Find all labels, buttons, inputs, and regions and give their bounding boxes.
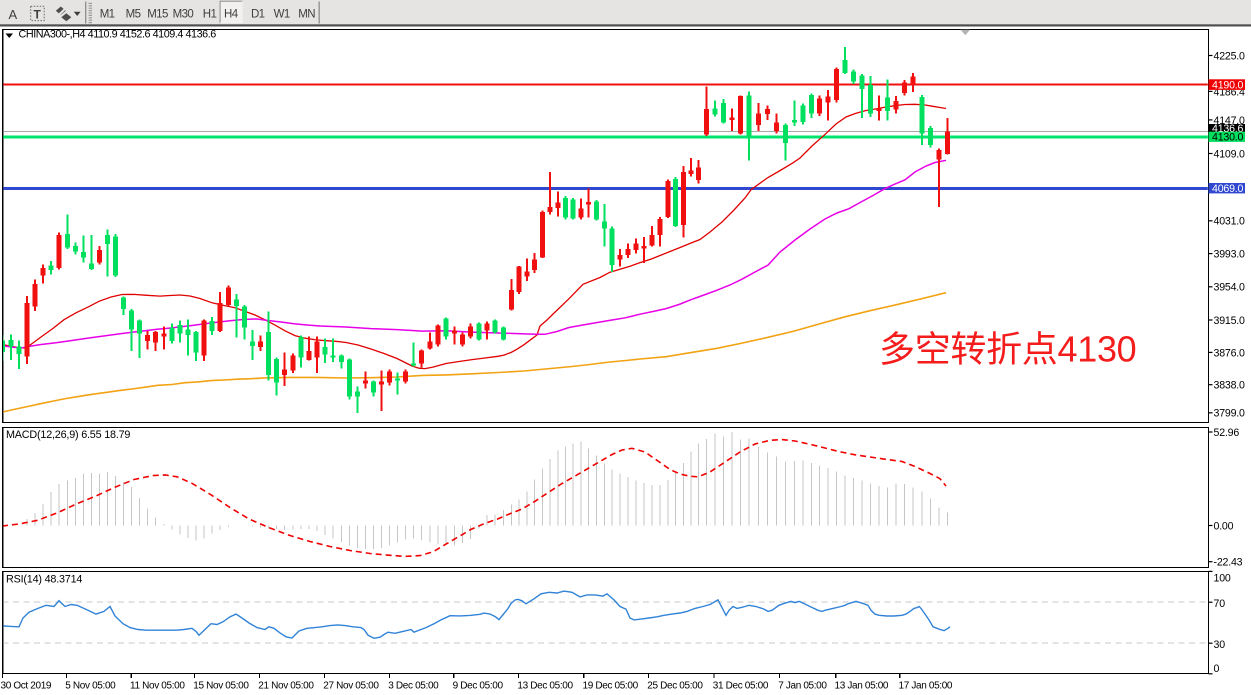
svg-text:3 Dec 05:00: 3 Dec 05:00 <box>388 681 439 692</box>
svg-text:4147.0: 4147.0 <box>1214 115 1246 127</box>
svg-text:13 Jan 05:00: 13 Jan 05:00 <box>835 681 889 692</box>
svg-text:MN: MN <box>298 8 315 20</box>
svg-text:M5: M5 <box>126 8 141 20</box>
svg-text:3838.0: 3838.0 <box>1214 380 1246 392</box>
svg-text:0: 0 <box>1214 663 1220 675</box>
svg-text:A: A <box>9 7 18 22</box>
svg-text:3915.0: 3915.0 <box>1214 315 1246 327</box>
svg-text:11 Nov 05:00: 11 Nov 05:00 <box>130 681 185 692</box>
svg-text:70: 70 <box>1214 598 1226 610</box>
svg-text:21 Nov 05:00: 21 Nov 05:00 <box>258 681 314 692</box>
svg-text:MACD(12,26,9) 6.55 18.79: MACD(12,26,9) 6.55 18.79 <box>6 429 130 441</box>
svg-text:0.00: 0.00 <box>1214 520 1234 532</box>
svg-text:25 Dec 05:00: 25 Dec 05:00 <box>647 681 703 692</box>
svg-text:H1: H1 <box>203 8 217 20</box>
svg-text:5 Nov 05:00: 5 Nov 05:00 <box>65 681 116 692</box>
svg-text:W1: W1 <box>274 8 290 20</box>
svg-text:3954.0: 3954.0 <box>1214 282 1246 294</box>
svg-text:4069.0: 4069.0 <box>1212 183 1244 195</box>
svg-text:27 Nov 05:00: 27 Nov 05:00 <box>323 681 379 692</box>
svg-text:7 Jan 05:00: 7 Jan 05:00 <box>778 681 827 692</box>
svg-text:3799.0: 3799.0 <box>1214 408 1246 420</box>
svg-text:3993.0: 3993.0 <box>1214 249 1246 261</box>
svg-text:M1: M1 <box>100 8 115 20</box>
svg-text:M30: M30 <box>173 8 194 20</box>
svg-text:4031.0: 4031.0 <box>1214 216 1246 228</box>
svg-text:M15: M15 <box>147 8 168 20</box>
svg-text:3876.0: 3876.0 <box>1214 347 1246 359</box>
svg-text:T: T <box>34 7 42 21</box>
svg-text:4130.0: 4130.0 <box>1212 132 1244 144</box>
svg-text:15 Nov 05:00: 15 Nov 05:00 <box>193 681 249 692</box>
svg-text:31 Dec 05:00: 31 Dec 05:00 <box>713 681 769 692</box>
svg-text:30 Oct 2019: 30 Oct 2019 <box>1 681 52 692</box>
svg-text:RSI(14) 48.3714: RSI(14) 48.3714 <box>6 574 82 586</box>
svg-text:9 Dec 05:00: 9 Dec 05:00 <box>453 681 504 692</box>
svg-text:30: 30 <box>1214 639 1226 651</box>
svg-text:19 Dec 05:00: 19 Dec 05:00 <box>583 681 639 692</box>
svg-text:-22.43: -22.43 <box>1214 557 1243 569</box>
svg-text:多空转折点4130: 多空转折点4130 <box>879 329 1136 370</box>
svg-text:4190.0: 4190.0 <box>1212 80 1244 92</box>
svg-text:4225.0: 4225.0 <box>1214 50 1246 62</box>
svg-text:100: 100 <box>1214 573 1231 585</box>
svg-text:52.96: 52.96 <box>1214 427 1240 439</box>
svg-text:17 Jan 05:00: 17 Jan 05:00 <box>899 681 953 692</box>
svg-text:H4: H4 <box>224 8 239 20</box>
svg-text:13 Dec 05:00: 13 Dec 05:00 <box>517 681 573 692</box>
svg-text:CHINA300-,H4 4110.9 4152.6 41: CHINA300-,H4 4110.9 4152.6 4109.4 4136.6 <box>19 29 217 41</box>
svg-text:D1: D1 <box>251 8 265 20</box>
svg-text:4109.0: 4109.0 <box>1214 148 1246 160</box>
